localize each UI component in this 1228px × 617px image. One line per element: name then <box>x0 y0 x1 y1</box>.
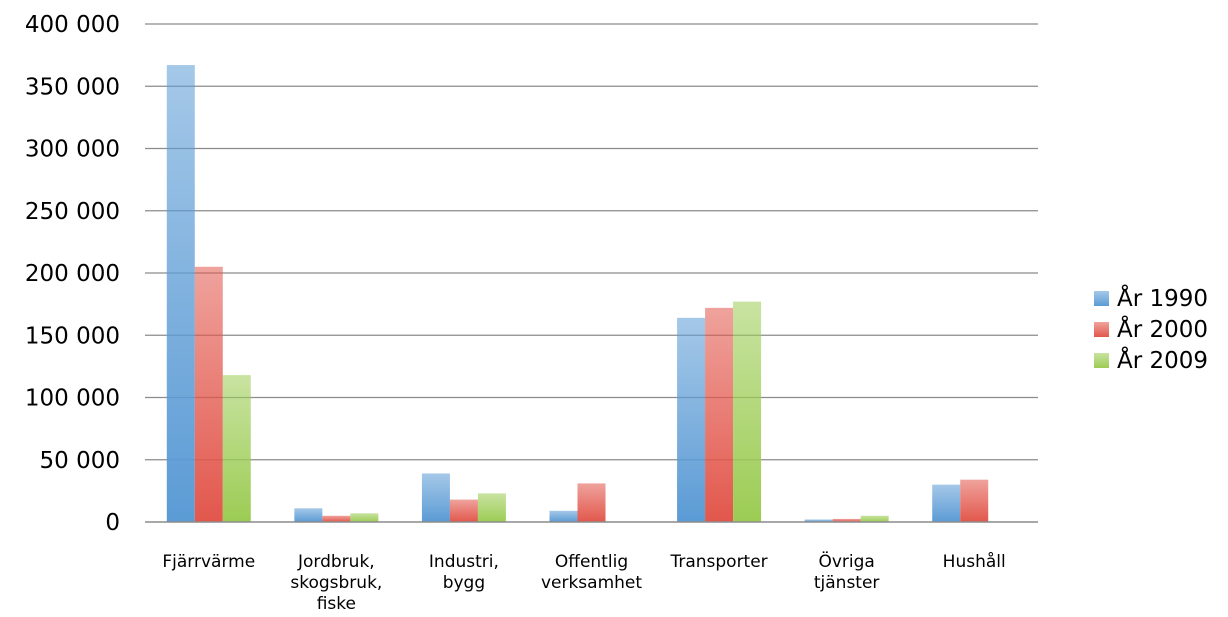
legend-label: År 2009 <box>1117 346 1208 374</box>
x-category-label-line: tjänster <box>814 573 880 593</box>
y-tick-label: 250 000 <box>25 199 120 225</box>
bar <box>832 518 861 522</box>
bar <box>705 307 734 522</box>
bar <box>477 493 506 522</box>
bar <box>166 65 195 523</box>
x-axis-category-labels: Fjärrvärme Jordbruk, skogsbruk, fiske Indust… <box>162 550 1005 614</box>
bar <box>677 317 706 522</box>
x-category-label-line: Fjärrvärme <box>162 552 255 572</box>
x-category-label: Övriga tjänster <box>814 550 880 593</box>
x-category-label: Transporter <box>669 552 767 572</box>
x-category-label-line: Hushåll <box>943 551 1006 572</box>
bar <box>860 515 889 522</box>
y-tick-label: 0 <box>105 510 120 536</box>
x-category-label-line: bygg <box>443 573 485 593</box>
bar <box>577 483 606 522</box>
y-tick-label: 300 000 <box>25 137 120 163</box>
x-category-label-line: Offentlig <box>555 552 628 572</box>
y-tick-label: 100 000 <box>25 386 120 412</box>
bar <box>421 473 450 522</box>
bar <box>960 479 989 522</box>
x-category-label-line: Jordbruk, <box>297 552 375 572</box>
bar <box>350 513 379 522</box>
bar <box>294 508 323 522</box>
legend-label: År 2000 <box>1117 315 1208 343</box>
bar <box>733 301 762 522</box>
x-category-label: Fjärrvärme <box>162 552 255 572</box>
x-category-label-line: Industri, <box>429 552 499 572</box>
x-category-label: Jordbruk, skogsbruk, fiske <box>290 552 382 614</box>
legend-swatch <box>1094 353 1109 368</box>
x-category-label-line: fiske <box>317 594 356 614</box>
x-category-label-line: Transporter <box>669 552 767 572</box>
legend-label: År 1990 <box>1117 284 1208 312</box>
y-tick-label: 150 000 <box>25 323 120 349</box>
y-tick-label: 200 000 <box>25 261 120 287</box>
y-tick-label: 350 000 <box>25 74 120 100</box>
y-tick-label: 50 000 <box>40 448 120 474</box>
x-category-label-line: skogsbruk, <box>290 573 382 593</box>
bars <box>166 65 1017 523</box>
bar <box>549 510 578 522</box>
bar <box>222 375 251 522</box>
bar <box>449 499 478 522</box>
legend: År 1990 År 2000 År 2009 <box>1094 284 1208 374</box>
bar <box>322 515 351 522</box>
x-category-label-line: Övriga <box>818 550 874 572</box>
x-category-label: Hushåll <box>943 551 1006 572</box>
legend-swatch <box>1094 291 1109 306</box>
bar <box>932 484 961 522</box>
gridlines <box>145 23 1038 461</box>
x-category-label-line: verksamhet <box>541 573 642 593</box>
legend-swatch <box>1094 322 1109 337</box>
x-category-label: Industri, bygg <box>429 552 499 593</box>
y-axis-tick-labels: 0 50 000 100 000 150 000 200 000 250 000 300 0… <box>25 12 120 536</box>
x-category-label: Offentlig verksamhet <box>541 552 642 593</box>
bar <box>194 266 223 522</box>
bar <box>804 519 833 522</box>
y-tick-label: 400 000 <box>25 12 120 38</box>
